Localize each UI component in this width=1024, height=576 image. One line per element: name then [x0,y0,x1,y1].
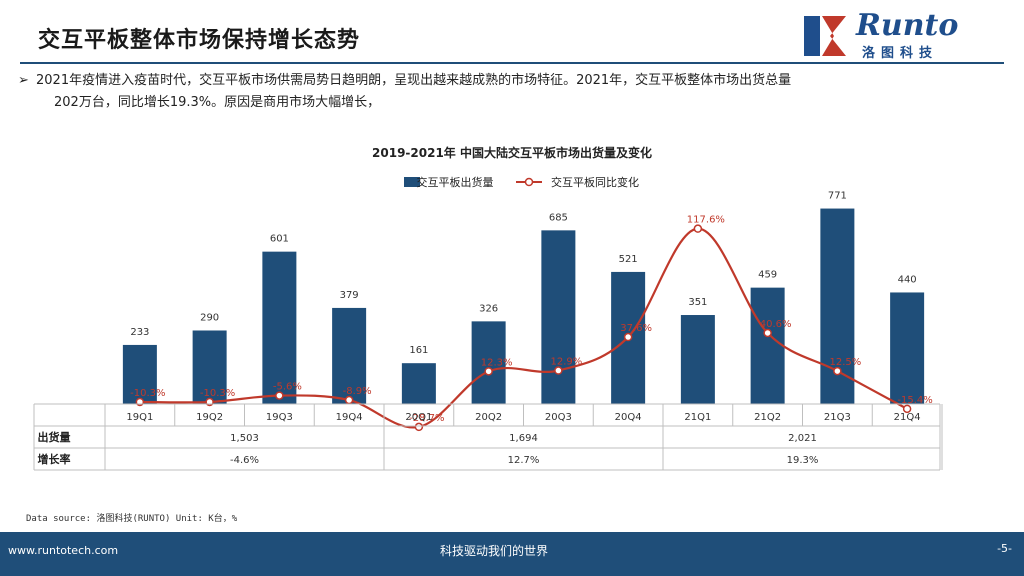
tick-label-19Q3: 19Q3 [266,412,293,423]
data-source-note: Data source: 洛图科技(RUNTO) Unit: K台，% [26,514,238,524]
table-cell-1-2: 19.3% [787,455,819,466]
tick-label-20Q4: 20Q4 [615,412,642,423]
line-point-21Q3 [833,366,842,376]
runto-logo: Runto 洛图科技 [800,8,1010,61]
table-cell-1-1: 12.7% [508,455,540,466]
tick-label-21Q1: 21Q1 [684,412,711,423]
line-label-20Q4: 37.6% [620,323,652,334]
title-divider [20,62,1004,64]
line-point-19Q3 [275,391,284,400]
tick-label-21Q2: 21Q2 [754,412,781,423]
footer-url[interactable]: www.runtotech.com [8,544,119,557]
bar-19Q2 [192,330,227,404]
bar-label-21Q4: 440 [898,274,917,285]
tick-label-20Q3: 20Q3 [545,412,572,423]
tick-label-19Q2: 19Q2 [196,412,223,423]
bar-20Q1 [401,363,436,404]
line-label-21Q3: 12.5% [829,357,861,368]
bar-label-21Q2: 459 [758,270,777,281]
bar-20Q2 [471,321,506,404]
bar-label-20Q2: 326 [479,303,498,314]
chart-title: 2019-2021年 中国大陆交互平板市场出货量及变化 [372,145,652,160]
tick-label-20Q2: 20Q2 [475,412,502,423]
bar-label-19Q2: 290 [200,312,219,323]
bar-label-21Q1: 351 [688,297,707,308]
bar-label-20Q4: 521 [619,254,638,265]
line-label-20Q2: 12.3% [481,357,513,368]
page-number: -5- [997,542,1012,555]
legend-line-label: 交互平板同比变化 [551,175,639,189]
line-label-20Q3: 12.9% [550,357,582,368]
bar-20Q3 [541,230,576,404]
line-point-20Q4 [623,332,633,342]
line-label-19Q3: -5.6% [273,382,302,393]
bullet-arrow-icon: ➢ [18,73,29,88]
tick-label-21Q3: 21Q3 [824,412,851,423]
line-label-19Q4: -8.9% [343,386,372,397]
summary-bullet: ➢ 2021年疫情进入疫苗时代，交互平板市场供需局势日趋明朗，呈现出越来越成熟的… [18,70,986,114]
line-point-20Q1 [414,422,424,432]
tick-label-19Q4: 19Q4 [336,412,363,423]
logo-subtitle: 洛图科技 [862,46,939,61]
line-label-19Q1: -10.3% [130,388,165,399]
bar-label-20Q1: 161 [409,345,428,356]
footer-bar: www.runtotech.com 科技驱动我们的世界 -5- [0,532,1024,576]
legend-bar-swatch [404,177,420,187]
table-cell-1-0: -4.6% [230,455,259,466]
bar-21Q4 [890,292,925,404]
yoy-line [139,227,908,429]
line-label-21Q4: -15.4% [897,395,932,406]
line-label-19Q2: -10.3% [200,388,235,399]
bar-label-19Q1: 233 [130,327,149,338]
line-point-21Q1 [693,224,703,233]
line-point-21Q4 [902,404,912,414]
logo-wordmark: Runto [856,8,959,43]
table-cell-0-0: 1,503 [230,433,259,444]
line-label-21Q1: 117.6% [687,215,725,226]
summary-line-1: 2021年疫情进入疫苗时代，交互平板市场供需局势日趋明朗，呈现出越来越成熟的市场… [36,73,792,88]
table-cell-0-1: 1,694 [509,433,538,444]
tick-label-21Q4: 21Q4 [894,412,921,423]
line-point-21Q2 [763,328,772,338]
line-label-21Q2: 40.6% [760,319,792,330]
bar-19Q1 [122,344,157,404]
tick-label-20Q1: 20Q1 [405,412,432,423]
bar-label-20Q3: 685 [549,212,568,223]
line-label-20Q1: -28.7% [409,413,444,424]
bar-21Q1 [680,315,715,404]
table-row-label-0: 出货量 [38,430,71,444]
line-point-19Q4 [344,395,354,405]
line-point-20Q2 [484,367,493,376]
bar-label-19Q4: 379 [340,290,359,301]
page-title: 交互平板整体市场保持增长态势 [38,28,361,53]
tick-label-19Q1: 19Q1 [126,412,153,423]
table-cell-0-2: 2,021 [788,433,817,444]
legend-bar-label: 交互平板出货量 [417,175,494,189]
legend-line-marker [524,177,534,187]
bar-label-19Q3: 601 [270,234,289,245]
footer-slogan: 科技驱动我们的世界 [440,544,549,558]
summary-line-2: 202万台，同比增长19.3%。原因是商用市场大幅增长， [54,95,381,110]
bar-19Q4 [332,307,367,404]
bar-19Q3 [262,251,297,404]
bar-label-21Q3: 771 [828,191,847,202]
line-point-20Q3 [554,366,563,375]
table-row-label-1: 增长率 [38,452,71,466]
runto-logo-icon [804,16,846,56]
bar-21Q2 [750,287,785,404]
